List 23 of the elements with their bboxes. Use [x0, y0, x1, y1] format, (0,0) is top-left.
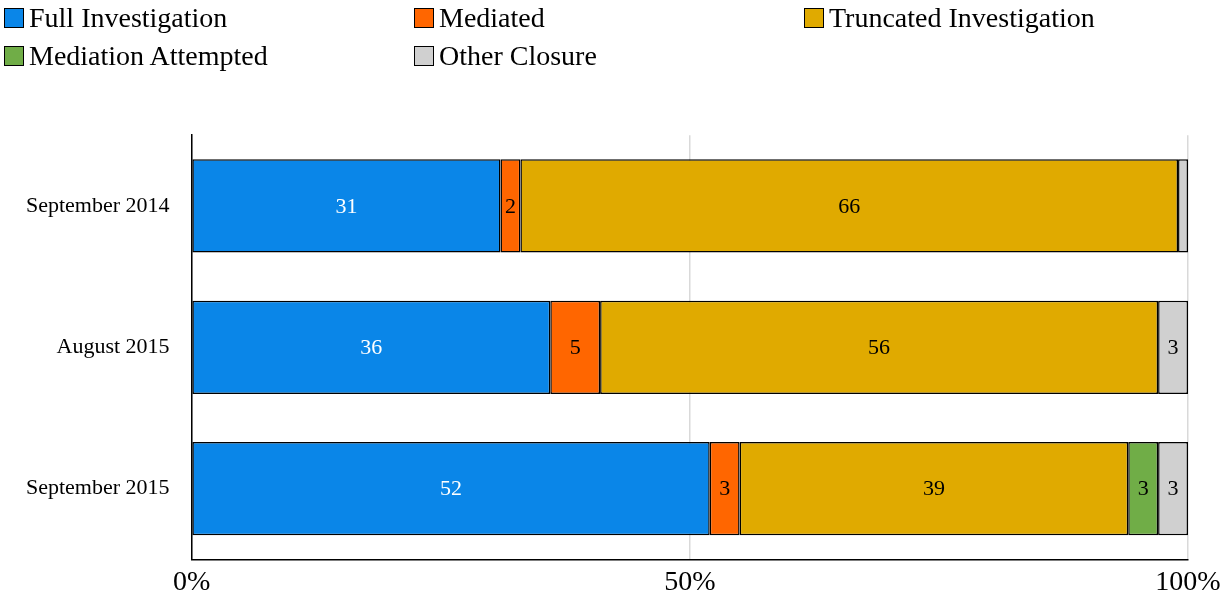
legend-label: Truncated Investigation [829, 2, 1095, 34]
data-label: 3 [1167, 334, 1179, 360]
y-tick-label: September 2014 [25, 191, 170, 217]
data-label: 2 [504, 192, 516, 218]
x-tick-label: 50% [664, 564, 716, 596]
x-tick-label: 0% [172, 564, 211, 596]
y-tick-label: September 2015 [25, 474, 170, 500]
data-label: 3 [1167, 475, 1179, 501]
data-label: 3 [719, 475, 731, 501]
data-label: 3 [1137, 475, 1149, 501]
data-label: 5 [569, 334, 581, 360]
data-label: 36 [360, 334, 383, 360]
legend-label: Mediated [439, 2, 545, 34]
data-label: 31 [335, 192, 358, 218]
x-tick-label: 100% [1155, 564, 1221, 596]
data-label: 39 [922, 475, 945, 501]
legend-label: Full Investigation [29, 2, 228, 34]
data-label: 52 [440, 475, 463, 501]
data-label: 56 [868, 334, 891, 360]
legend-label: Mediation Attempted [29, 40, 268, 72]
data-label: 66 [838, 192, 861, 218]
legend-label: Other Closure [439, 40, 597, 72]
y-tick-label: August 2015 [56, 333, 170, 359]
